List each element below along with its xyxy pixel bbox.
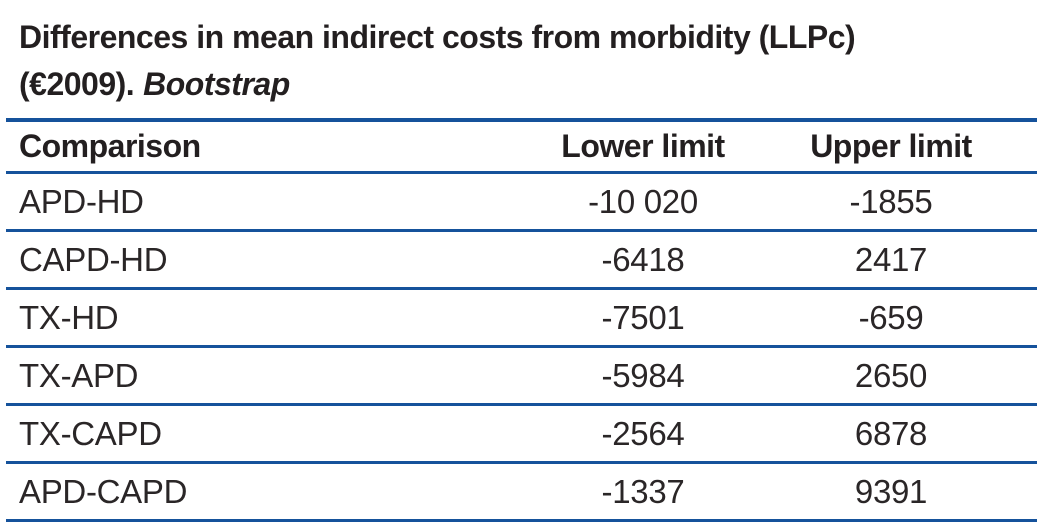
lower-limit-cell: -2564: [541, 404, 745, 464]
table-header-row: Comparison Lower limit Upper limit: [6, 122, 1037, 174]
lower-limit-cell: -5984: [541, 346, 745, 406]
column-header-lower-limit: Lower limit: [541, 122, 745, 174]
comparison-cell: APD-HD: [6, 172, 541, 232]
comparison-cell: TX-APD: [6, 346, 541, 406]
table-title-block: Differences in mean indirect costs from …: [6, 10, 1037, 122]
table-row: APD-CAPD -1337 9391: [6, 462, 1037, 522]
table-title-method: Bootstrap: [143, 66, 290, 102]
upper-limit-cell: 6878: [745, 404, 1037, 464]
table-title-line1: Differences in mean indirect costs from …: [19, 19, 856, 55]
upper-limit-cell: 2417: [745, 230, 1037, 290]
table-row: TX-HD -7501 -659: [6, 288, 1037, 348]
table-row: APD-HD -10 020 -1855: [6, 172, 1037, 232]
table-container: Differences in mean indirect costs from …: [6, 0, 1037, 522]
lower-limit-cell: -6418: [541, 230, 745, 290]
column-header-upper-limit: Upper limit: [745, 122, 1037, 174]
lower-limit-cell: -10 020: [541, 172, 745, 232]
comparison-cell: TX-HD: [6, 288, 541, 348]
upper-limit-cell: -1855: [745, 172, 1037, 232]
upper-limit-cell: 2650: [745, 346, 1037, 406]
table-row: TX-CAPD -2564 6878: [6, 404, 1037, 464]
table-title-line2: (€2009). Bootstrap: [19, 61, 1037, 108]
comparison-cell: TX-CAPD: [6, 404, 541, 464]
table-title-currency-year: (€2009).: [19, 66, 135, 102]
upper-limit-cell: -659: [745, 288, 1037, 348]
table-row: CAPD-HD -6418 2417: [6, 230, 1037, 290]
comparison-cell: APD-CAPD: [6, 462, 541, 522]
bootstrap-results-table: Comparison Lower limit Upper limit APD-H…: [6, 122, 1037, 522]
table-row: TX-APD -5984 2650: [6, 346, 1037, 406]
upper-limit-cell: 9391: [745, 462, 1037, 522]
lower-limit-cell: -7501: [541, 288, 745, 348]
lower-limit-cell: -1337: [541, 462, 745, 522]
column-header-comparison: Comparison: [6, 122, 541, 174]
comparison-cell: CAPD-HD: [6, 230, 541, 290]
